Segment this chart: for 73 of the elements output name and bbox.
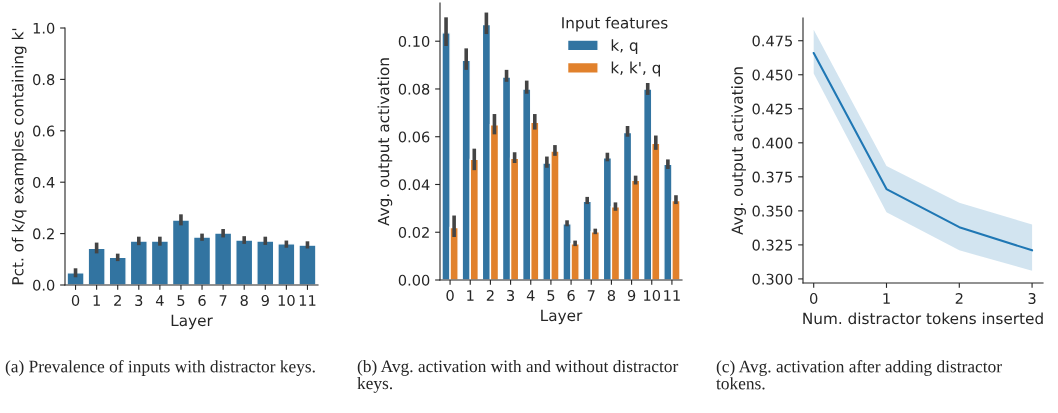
legend-title: Input features (562, 16, 668, 32)
x-tick-label: 2 (486, 289, 494, 301)
x-tick-label: 11 (664, 290, 680, 301)
y-tick-label: 0.8 (33, 74, 55, 86)
x-tick-label: 9 (261, 294, 269, 307)
y-axis-title: Pct. of k/q examples containing k' (11, 28, 27, 285)
bar (277, 243, 296, 285)
x-tick-label: 6 (567, 289, 575, 302)
bar (66, 272, 85, 285)
text: (b) Avg. activation with and without distractor keys. (357, 360, 679, 393)
x-axis-title: Layer (171, 314, 213, 330)
y-tick-label: 0.300 (752, 273, 793, 285)
x-tick-label: 6 (198, 294, 206, 307)
x-tick-label: 2 (955, 292, 963, 304)
x-tick-label: 1 (883, 293, 890, 304)
x-tick-label: 0 (446, 289, 454, 302)
y-tick-label: 0.375 (752, 171, 792, 183)
x-tick-label: 1 (467, 290, 474, 301)
x-tick-label: 3 (507, 289, 515, 302)
y-tick-label: 0.325 (752, 239, 792, 251)
bar (235, 239, 254, 285)
bar (192, 236, 212, 285)
bar (298, 244, 317, 285)
bar (213, 232, 233, 285)
x-tick-label: 4 (526, 290, 535, 301)
bar (256, 240, 275, 285)
x-tick-label: 8 (607, 289, 616, 302)
y-tick-label: 0.10 (398, 35, 430, 47)
x-tick-label: 1 (93, 295, 100, 306)
x-tick-label: 0 (71, 294, 80, 307)
x-tick-label: 0 (810, 292, 818, 305)
y-tick-label: 0.02 (398, 226, 429, 238)
x-tick-label: 9 (627, 289, 636, 302)
y-tick-label: 0.350 (752, 205, 793, 217)
y-axis-title: Avg. output activation (377, 58, 393, 226)
x-tick-label: 5 (547, 290, 555, 302)
y-tick-label: 0.2 (33, 228, 54, 240)
bar (108, 256, 127, 285)
y-tick-label: 0.4 (33, 176, 55, 188)
bar (171, 219, 191, 285)
y-tick-label: 0.6 (33, 125, 55, 137)
y-tick-label: 0.04 (398, 179, 430, 191)
text: (c) Avg. activation after adding distractor tokens. (716, 360, 1002, 390)
x-axis-title: Layer (541, 309, 583, 325)
x-tick-label: 7 (587, 290, 595, 301)
y-tick-label: 0.450 (752, 69, 793, 81)
legend-label: k, q (611, 39, 638, 54)
bar (129, 240, 148, 285)
y-tick-label: 0.00 (398, 274, 430, 286)
y-tick-label: 0.475 (752, 35, 792, 47)
x-axis-title: Num. distractor tokens inserted (803, 312, 1043, 325)
bar (87, 247, 106, 285)
text: (a) Prevalence of inputs with distractor keys. (5, 360, 315, 376)
x-tick-label: 5 (177, 295, 185, 307)
y-axis-title: Avg. output activation (731, 67, 746, 235)
x-tick-label: 7 (219, 295, 227, 306)
bar (150, 240, 170, 285)
y-tick-label: 0.400 (752, 137, 793, 149)
x-tick-label: 10 (278, 294, 295, 307)
x-tick-label: 4 (155, 295, 164, 306)
y-tick-label: 0.425 (752, 103, 792, 115)
x-tick-label: 11 (299, 295, 316, 306)
y-tick-label: 1.0 (33, 22, 55, 34)
y-tick-label: 0.08 (398, 83, 430, 95)
x-tick-label: 2 (114, 294, 121, 306)
legend-label: k, k', q (611, 61, 660, 77)
x-tick-label: 3 (1028, 292, 1036, 305)
x-tick-label: 8 (240, 294, 248, 307)
x-tick-label: 10 (644, 289, 661, 302)
y-tick-label: 0.0 (33, 279, 55, 291)
y-tick-label: 0.06 (398, 131, 430, 143)
x-tick-label: 3 (135, 294, 143, 307)
line-series (812, 51, 1034, 252)
